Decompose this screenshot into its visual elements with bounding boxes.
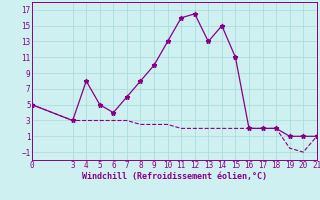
X-axis label: Windchill (Refroidissement éolien,°C): Windchill (Refroidissement éolien,°C): [82, 172, 267, 181]
